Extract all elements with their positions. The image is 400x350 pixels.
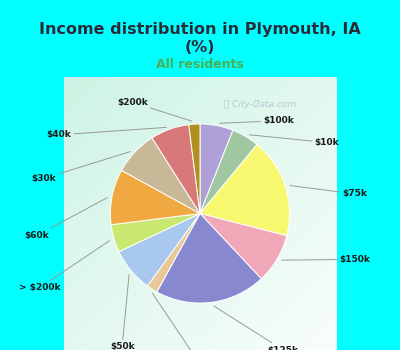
Text: $50k: $50k [110, 275, 134, 350]
Wedge shape [157, 214, 261, 303]
Text: All residents: All residents [156, 58, 244, 71]
Text: Income distribution in Plymouth, IA
(%): Income distribution in Plymouth, IA (%) [39, 22, 361, 55]
Text: ⓘ City-Data.com: ⓘ City-Data.com [224, 100, 296, 109]
Text: > $200k: > $200k [19, 241, 110, 292]
Wedge shape [152, 125, 200, 214]
Text: $125k: $125k [214, 306, 299, 350]
Text: $150k: $150k [282, 255, 371, 264]
Text: $75k: $75k [290, 186, 367, 198]
Wedge shape [200, 130, 257, 214]
Text: $100k: $100k [220, 116, 294, 125]
Wedge shape [200, 145, 290, 236]
Wedge shape [122, 138, 200, 214]
Wedge shape [147, 214, 200, 292]
Wedge shape [189, 124, 200, 214]
Wedge shape [200, 214, 287, 279]
Text: $40k: $40k [46, 127, 166, 139]
Wedge shape [111, 214, 200, 252]
Text: $30k: $30k [31, 152, 130, 183]
Wedge shape [110, 170, 200, 225]
Text: $60k: $60k [25, 198, 108, 240]
Wedge shape [200, 124, 233, 214]
Text: $200k: $200k [117, 98, 192, 121]
Text: $20k: $20k [152, 293, 212, 350]
Text: $10k: $10k [250, 135, 339, 147]
Wedge shape [119, 214, 200, 286]
